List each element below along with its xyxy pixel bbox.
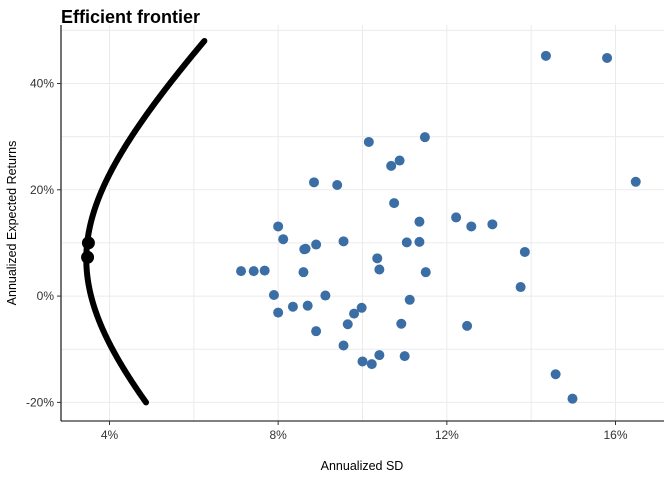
asset-point [298,267,309,278]
asset-point [374,350,385,361]
asset-point [287,301,298,312]
asset-point [414,236,425,247]
x-tick-label: 8% [269,428,287,442]
x-tick-label: 12% [435,428,459,442]
asset-point [332,179,343,190]
asset-point [420,267,431,278]
asset-point [487,219,498,230]
x-tick-label: 4% [101,428,119,442]
y-tick-label: 20% [30,183,54,197]
axes [60,25,664,422]
asset-point [374,264,385,275]
y-axis-title: Annualized Expected Returns [5,141,19,306]
asset-point [515,282,526,293]
asset-point [278,234,289,245]
asset-point [401,237,412,248]
asset-point [451,212,462,223]
asset-point [414,216,425,227]
asset-point [550,369,561,380]
y-tick-label: -20% [26,395,54,409]
tick-labels: 4% 8% 12% 16% -20% 0% 20% 40% [26,76,628,442]
asset-point [302,300,313,311]
asset-point [372,253,383,264]
asset-point [466,221,477,232]
asset-point [273,221,284,232]
asset-point [349,308,360,319]
x-axis-title: Annualized SD [321,459,404,473]
asset-point [366,359,377,370]
asset-point [248,266,259,277]
asset-point [386,160,397,171]
efficient-frontier-line [83,37,208,406]
asset-point [259,265,270,276]
efficient-frontier-curve-group [81,37,208,406]
x-tick-label: 16% [603,428,627,442]
asset-point [630,176,641,187]
asset-point [342,319,353,330]
asset-point [311,326,322,337]
asset-point [236,266,247,277]
asset-point [338,236,349,247]
gridlines [61,25,664,421]
asset-point [404,294,415,305]
asset-point [363,136,374,147]
asset-points [236,50,641,404]
asset-point [273,307,284,318]
asset-point [419,132,430,143]
asset-point [299,244,310,255]
asset-point [519,246,530,257]
asset-point [394,155,405,166]
asset-point [540,50,551,61]
asset-point [268,290,279,301]
asset-point [357,356,368,367]
asset-point [462,320,473,331]
asset-point [389,198,400,209]
y-tick-label: 40% [30,76,54,90]
asset-point [567,393,578,404]
frontier-highlight-point [81,250,95,264]
asset-point [311,239,322,250]
asset-point [320,290,331,301]
asset-point [602,52,613,63]
asset-point [356,302,367,313]
chart-title: Efficient frontier [61,7,200,27]
frontier-highlight-point [81,236,95,250]
asset-point [338,340,349,351]
asset-point [396,318,407,329]
y-tick-label: 0% [37,289,55,303]
asset-point [309,177,320,188]
asset-point [399,351,410,362]
